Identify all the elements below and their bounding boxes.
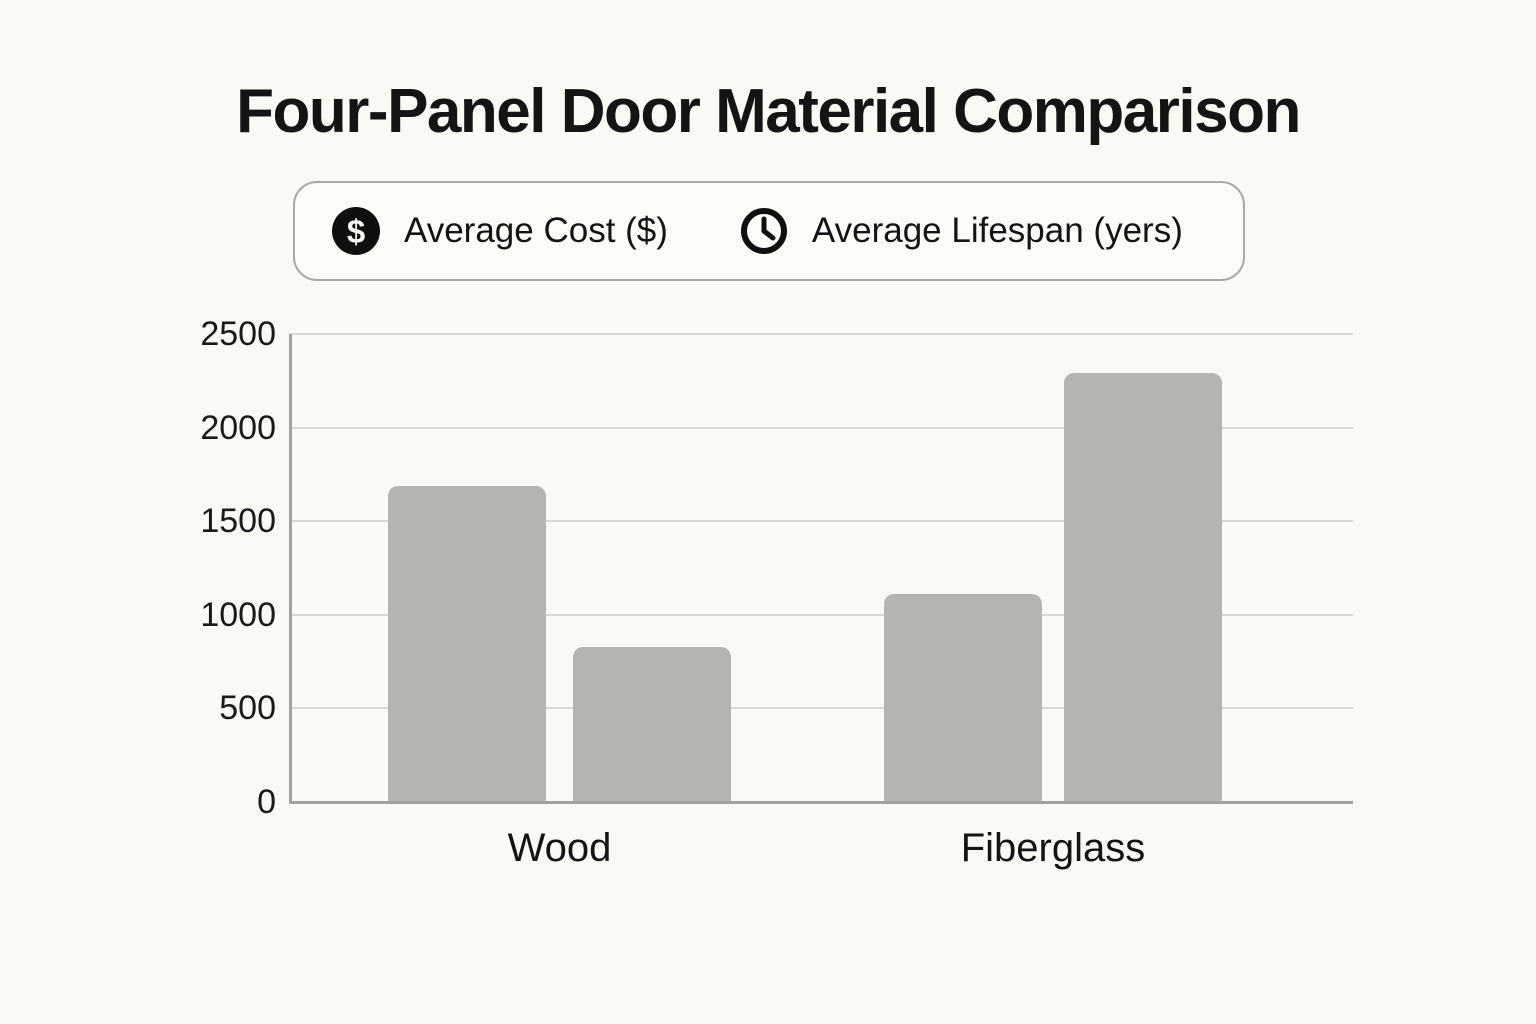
y-tick-label: 500 <box>219 689 276 728</box>
dollar-icon: $ <box>332 207 380 255</box>
x-category-label: Fiberglass <box>960 826 1146 870</box>
bar-fiberglass-lifespan <box>1064 373 1222 802</box>
gridline <box>289 707 1353 710</box>
legend-item-label: Average Lifespan (yers) <box>811 211 1183 250</box>
bar-wood-cost <box>388 485 546 802</box>
legend-item-label: Average Cost ($) <box>404 211 668 250</box>
page-title: Four-Panel Door Material Comparison <box>236 77 1301 146</box>
legend-item-lifespan: Average Lifespan (yers) <box>740 207 1183 255</box>
bar-wood-lifespan <box>573 646 731 802</box>
y-axis <box>289 334 292 802</box>
bar-fiberglass-cost <box>884 594 1042 802</box>
legend: $ Average Cost ($) Average Lifespan (yer… <box>293 181 1245 281</box>
gridline <box>289 333 1353 335</box>
y-tick-label: 2000 <box>200 408 276 447</box>
y-tick-label: 0 <box>257 783 276 821</box>
y-tick-label: 2500 <box>200 315 276 353</box>
gridline <box>289 613 1353 616</box>
x-axis <box>289 801 1353 804</box>
clock-icon <box>740 208 787 254</box>
gridline <box>289 426 1353 429</box>
legend-item-cost: $ Average Cost ($) <box>332 207 668 255</box>
y-tick-label: 1500 <box>200 502 276 541</box>
y-tick-label: 1000 <box>200 595 276 634</box>
x-category-label: Wood <box>507 826 612 870</box>
gridline <box>289 520 1353 523</box>
